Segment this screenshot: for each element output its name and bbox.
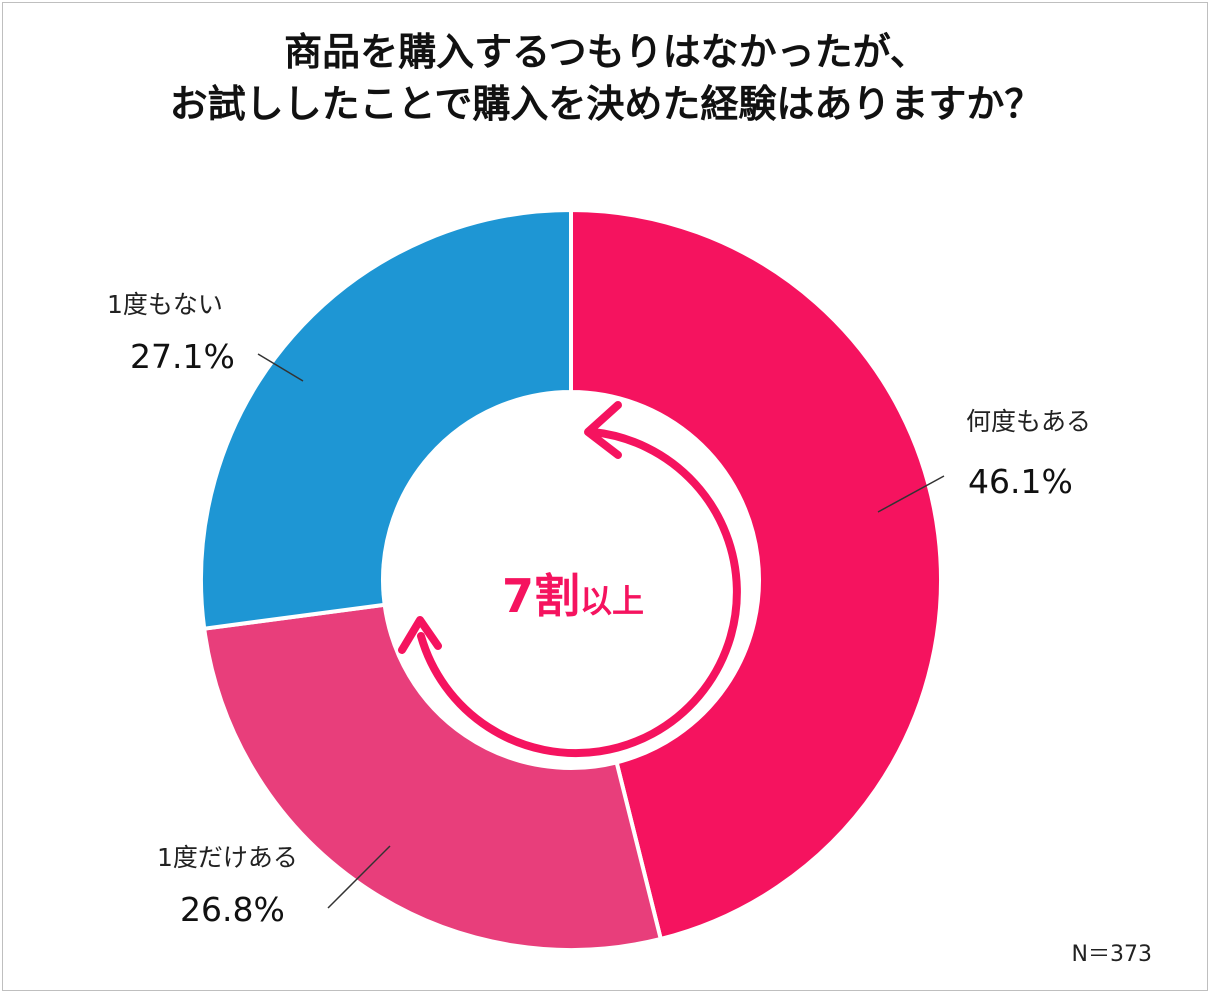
center-label-number: 7割 (502, 569, 580, 623)
slice-label-nandomo: 何度もある (966, 407, 1091, 436)
circular-arrow-icon (417, 428, 741, 758)
chart-title: 商品を購入するつもりはなかったが、 お試ししたことで購入を決めた経験はありますか… (0, 26, 1212, 130)
arrowhead-left-icon (398, 616, 442, 654)
arrowhead-top-icon (584, 401, 622, 459)
leader-line-ichidomonai (257, 353, 304, 382)
slice-value-ichidomonai: 27.1% (130, 337, 235, 376)
donut-slices (199, 207, 943, 952)
chart-title-line1: 商品を購入するつもりはなかったが、 (284, 30, 928, 74)
slice-value-nandomo: 46.1% (968, 462, 1073, 501)
slice-nandomo (569, 207, 943, 942)
sample-size-note: N＝373 (1071, 942, 1152, 967)
slice-ichidomonai (199, 207, 573, 631)
slice-label-ichidomonai: 1度もない (107, 290, 223, 319)
slice-ichidodake (201, 602, 664, 952)
slice-value-ichidodake: 26.8% (180, 890, 285, 929)
chart-title-line2: お試ししたことで購入を決めた経験はありますか？ (169, 82, 1043, 126)
slice-label-ichidodake: 1度だけある (157, 843, 298, 872)
leader-line-ichidodake (327, 845, 391, 909)
center-label: 7割以上 (502, 569, 644, 623)
leader-line-nandomo (877, 475, 945, 513)
center-label-suffix: 以上 (580, 582, 644, 620)
